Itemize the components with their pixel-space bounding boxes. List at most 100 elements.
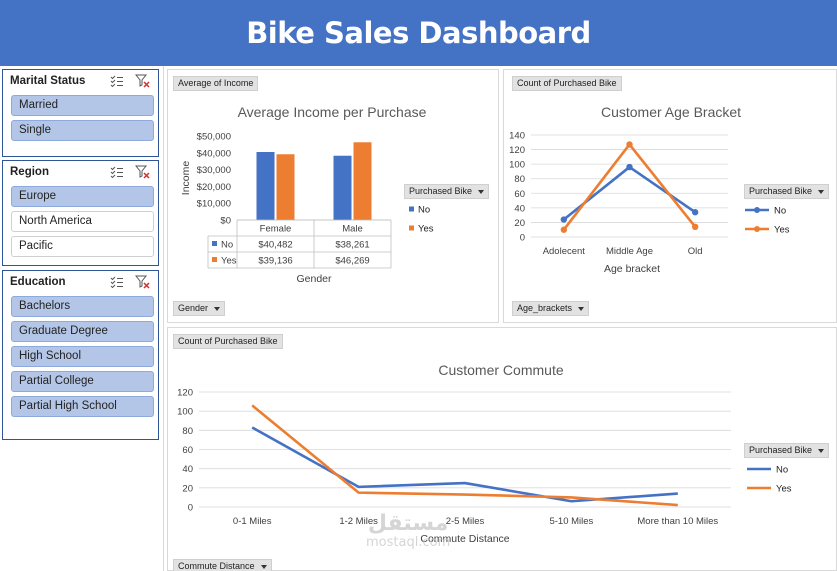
clear-filter-icon[interactable] (135, 74, 150, 88)
slicer-item-europe[interactable]: Europe (11, 186, 154, 207)
clear-filter-icon[interactable] (135, 165, 150, 179)
multi-select-icon[interactable] (110, 166, 124, 178)
point-no (626, 163, 633, 171)
value-field-label: Average of Income (178, 78, 254, 88)
table-legend-key (212, 241, 217, 246)
series-line-no (251, 426, 678, 503)
legend-field-button[interactable]: Purchased Bike (744, 184, 830, 199)
axis-field-button[interactable]: Age_brackets (512, 301, 590, 316)
y-tick-label: 0 (188, 503, 193, 514)
x-tick-label: Old (688, 246, 703, 257)
legend-field-label: Purchased Bike (409, 186, 473, 196)
dropdown-arrow-icon (818, 189, 825, 194)
commute-chart: Customer Commute 0 20 40 60 80 100 120 0-1 Miles… (177, 362, 792, 545)
x-axis-title: Age bracket (604, 263, 660, 275)
axis-field-label: Age_brackets (517, 303, 573, 313)
slicer-item-partial-high-school[interactable]: Partial High School (11, 396, 154, 417)
legend-label: Yes (774, 225, 790, 236)
y-tick-label: 20 (514, 218, 525, 229)
legend-marker (754, 207, 760, 213)
x-tick-label: 0-1 Miles (233, 516, 272, 527)
dropdown-arrow-icon (478, 189, 485, 194)
y-tick-label: 140 (509, 131, 525, 142)
y-tick-label: 120 (177, 388, 193, 399)
y-tick-label: $50,000 (197, 132, 231, 143)
y-tick-label: 80 (182, 426, 193, 437)
watermark-latin: mostaql.com (366, 535, 451, 550)
x-tick-label: 2-5 Miles (446, 516, 485, 527)
x-tick-label: 1-2 Miles (339, 516, 378, 527)
y-tick-label: 100 (177, 407, 193, 418)
legend-label: No (418, 205, 430, 216)
multi-select-icon[interactable] (110, 75, 124, 87)
dropdown-arrow-icon (578, 306, 585, 311)
data-label: $46,269 (335, 256, 369, 267)
slicer-region: Region Europe North America Pacific (2, 160, 159, 266)
x-tick-label: Male (342, 224, 363, 235)
legend-label: No (776, 465, 788, 476)
bar-yes-male (353, 142, 372, 220)
table-legend-key (212, 257, 217, 262)
y-tick-label: 0 (520, 233, 525, 244)
y-tick-label: $10,000 (197, 199, 231, 210)
slicer-item-pacific[interactable]: Pacific (11, 236, 154, 257)
slicer-header: Education (3, 271, 158, 293)
legend-label: Yes (418, 224, 434, 235)
legend-label: No (774, 206, 786, 217)
slicer-title: Region (10, 166, 49, 178)
slicer-item-married[interactable]: Married (11, 95, 154, 116)
slicer-item-single[interactable]: Single (11, 120, 154, 141)
income-chart-panel: Average of Income Gender Purchased Bike … (167, 69, 499, 323)
slicer-header: Marital Status (3, 70, 158, 92)
series-line-yes (251, 404, 678, 507)
value-field-button[interactable]: Count of Purchased Bike (512, 76, 622, 91)
bar-no-female (256, 151, 275, 220)
age-chart-panel: Count of Purchased Bike Age_brackets Pur… (503, 69, 837, 323)
data-label: $38,261 (335, 240, 369, 251)
multi-select-icon[interactable] (110, 276, 124, 288)
point-yes (560, 226, 568, 233)
chart-title: Customer Age Bracket (601, 104, 741, 120)
slicer-title: Marital Status (10, 75, 86, 87)
slicer-marital-status: Marital Status Married Single (2, 69, 159, 157)
age-chart: Customer Age Bracket 0 20 40 60 80 100 120 140 Ad… (509, 104, 790, 275)
y-tick-label: 80 (514, 174, 525, 185)
legend-field-button[interactable]: Purchased Bike (404, 184, 490, 199)
legend-label: Yes (776, 484, 792, 495)
data-label: $39,136 (258, 256, 292, 267)
point-yes (626, 141, 633, 148)
chart-title: Average Income per Purchase (238, 104, 427, 120)
legend-field-label: Purchased Bike (749, 445, 813, 455)
y-tick-label: 120 (509, 145, 525, 156)
watermark-arabic: مستقل (367, 511, 449, 536)
axis-field-button[interactable]: Commute Distance (173, 559, 272, 571)
y-tick-label: 20 (182, 483, 193, 494)
commute-chart-panel: Count of Purchased Bike Commute Distance… (167, 327, 837, 571)
point-no (691, 209, 699, 216)
x-axis-title: Gender (296, 273, 332, 285)
slicer-item-partial-college[interactable]: Partial College (11, 371, 154, 392)
y-tick-label: $20,000 (197, 182, 231, 193)
slicer-item-north-america[interactable]: North America (11, 211, 154, 232)
slicer-item-high-school[interactable]: High School (11, 346, 154, 367)
axis-field-button[interactable]: Gender (173, 301, 226, 316)
slicer-item-bachelors[interactable]: Bachelors (11, 296, 154, 317)
slicer-header: Region (3, 161, 158, 183)
legend-key-no (409, 206, 414, 212)
chart-title: Customer Commute (438, 362, 563, 378)
x-tick-label: Adolecent (543, 246, 586, 257)
slicer-item-graduate-degree[interactable]: Graduate Degree (11, 321, 154, 342)
x-tick-label: More than 10 Miles (637, 516, 718, 527)
slicer-title: Education (10, 276, 66, 288)
income-chart: Average Income per Purchase $0 $10,000 $20,… (180, 104, 434, 285)
dropdown-arrow-icon (260, 564, 267, 569)
legend-field-label: Purchased Bike (749, 186, 813, 196)
point-no (560, 216, 568, 223)
value-field-button[interactable]: Average of Income (173, 76, 259, 91)
value-field-button[interactable]: Count of Purchased Bike (173, 334, 283, 349)
legend-field-button[interactable]: Purchased Bike (744, 443, 830, 458)
data-label: $40,482 (258, 240, 292, 251)
clear-filter-icon[interactable] (135, 275, 150, 289)
divider (163, 66, 164, 571)
y-tick-label: 40 (514, 203, 525, 214)
